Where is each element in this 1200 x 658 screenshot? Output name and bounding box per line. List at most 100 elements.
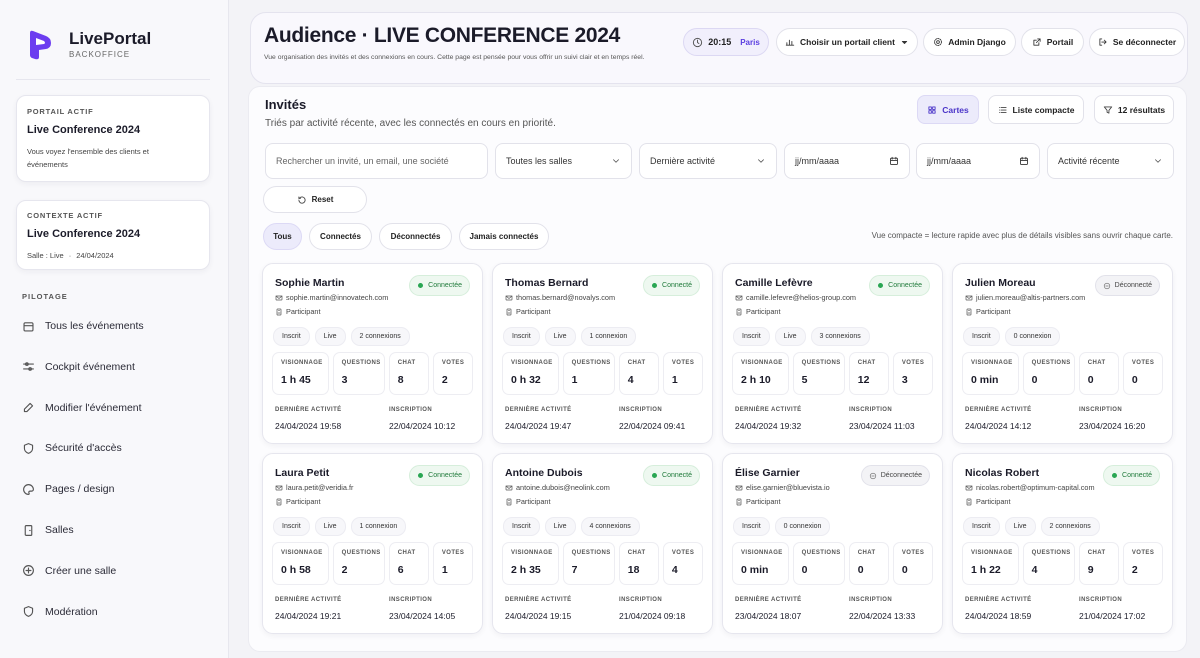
icon-shape bbox=[758, 159, 764, 163]
header-button[interactable]: Choisir un portail client bbox=[776, 28, 918, 56]
tag: Inscrit bbox=[273, 327, 310, 346]
guest-role: Participant bbox=[516, 497, 551, 506]
icon-shape bbox=[735, 485, 743, 490]
chevron-icon bbox=[756, 156, 766, 166]
guest-card[interactable]: Camille Lefèvre Connectée camille.lefevre@… bbox=[722, 263, 943, 444]
guest-card[interactable]: Élise Garnier Déconnectée elise.garnier@bl… bbox=[722, 453, 943, 634]
context-card: CONTEXTE ACTIF Live Conference 2024 Salle … bbox=[16, 200, 210, 270]
guest-card[interactable]: Nicolas Robert Connecté nicolas.robert@opt… bbox=[952, 453, 1173, 634]
icon-shape bbox=[23, 362, 34, 372]
calendar-icon bbox=[889, 156, 899, 166]
date-label: INSCRIPTION bbox=[1079, 407, 1123, 413]
nav-label: Cockpit événement bbox=[45, 360, 135, 373]
status-text: Connecté bbox=[1122, 472, 1152, 479]
date-label: DERNIÈRE ACTIVITÉ bbox=[965, 597, 1032, 603]
stat-label: CHAT bbox=[627, 360, 646, 366]
filter-select[interactable]: Activité récente bbox=[1047, 143, 1174, 179]
nav-label: Créer une salle bbox=[45, 564, 117, 577]
stats-row: VISIONNAGE 0 h 58 QUESTIONS 2 CHAT 6 VOTES 1 bbox=[272, 542, 473, 585]
guest-card[interactable]: Thomas Bernard Connecté thomas.bernard@nov… bbox=[492, 263, 713, 444]
guest-email-row: sophie.martin@innovatech.com bbox=[275, 293, 475, 302]
icon-shape bbox=[1155, 159, 1161, 163]
stats-row: VISIONNAGE 0 min QUESTIONS 0 CHAT 0 VOTES 0 bbox=[732, 542, 933, 585]
nav-item[interactable]: Créer une salle bbox=[16, 560, 216, 582]
guest-card[interactable]: Laura Petit Connectée laura.petit@veridia.… bbox=[262, 453, 483, 634]
nav-item[interactable]: Pages / design bbox=[16, 478, 216, 500]
stat-box: CHAT 18 bbox=[618, 542, 659, 585]
guest-name: Thomas Bernard bbox=[505, 277, 589, 289]
nav-item[interactable]: Cockpit événement bbox=[16, 356, 216, 378]
icon-shape bbox=[507, 499, 511, 503]
nav-item[interactable]: Salles bbox=[16, 519, 216, 541]
mail-icon bbox=[505, 484, 513, 492]
filter-select[interactable]: Toutes les salles bbox=[495, 143, 632, 179]
stat-value: 4 bbox=[1031, 564, 1038, 576]
nav-icon bbox=[22, 442, 35, 455]
stat-box: CHAT 0 bbox=[1078, 352, 1119, 395]
button-label: Portail bbox=[1046, 37, 1074, 47]
stats-row: VISIONNAGE 1 h 45 QUESTIONS 3 CHAT 8 VOTES 2 bbox=[272, 352, 473, 395]
status-badge: Connecté bbox=[643, 275, 700, 296]
filter-select[interactable]: Dernière activité bbox=[639, 143, 777, 179]
guest-role-row: Participant bbox=[505, 497, 550, 506]
view-button[interactable]: 12 résultats bbox=[1094, 95, 1174, 124]
stat-value: 3 bbox=[341, 374, 348, 386]
nav-label: Sécurité d'accès bbox=[45, 442, 122, 455]
page-title: Audience · LIVE CONFERENCE 2024 bbox=[264, 24, 620, 47]
stat-box: QUESTIONS 4 bbox=[1022, 542, 1075, 585]
stat-label: VOTES bbox=[901, 360, 925, 366]
stat-label: VISIONNAGE bbox=[511, 360, 553, 366]
icon-shape bbox=[23, 483, 34, 495]
icon-shape bbox=[276, 308, 282, 315]
nav-icon bbox=[22, 401, 35, 414]
stat-value: 0 bbox=[1087, 374, 1094, 386]
date-value: 22/04/2024 09:41 bbox=[619, 421, 686, 431]
date-label: DERNIÈRE ACTIVITÉ bbox=[275, 407, 342, 413]
nav-icon bbox=[22, 320, 35, 333]
search-input[interactable]: Rechercher un invité, un email, une soci… bbox=[265, 143, 488, 179]
filter-tab[interactable]: Jamais connectés bbox=[459, 223, 549, 250]
guest-role: Participant bbox=[286, 497, 321, 506]
nav-item[interactable]: Modération bbox=[16, 601, 216, 623]
stat-box: VISIONNAGE 2 h 10 bbox=[732, 352, 789, 395]
nav-label: Pages / design bbox=[45, 483, 115, 496]
icon-shape bbox=[275, 295, 283, 300]
guest-email-row: antoine.dubois@neolink.com bbox=[505, 483, 705, 492]
guest-card[interactable]: Sophie Martin Connectée sophie.martin@inno… bbox=[262, 263, 483, 444]
filter-tab[interactable]: Déconnectés bbox=[379, 223, 452, 250]
filter-text: Rechercher un invité, un email, une soci… bbox=[276, 156, 449, 166]
header-button[interactable]: Se déconnecter bbox=[1089, 28, 1185, 56]
button-label: Admin Django bbox=[948, 37, 1006, 47]
nav-item[interactable]: Sécurité d'accès bbox=[16, 437, 216, 459]
guest-email: julien.moreau@altis-partners.com bbox=[976, 293, 1086, 302]
filter-tab[interactable]: Connectés bbox=[309, 223, 372, 250]
header-button[interactable]: Portail bbox=[1021, 28, 1084, 56]
status-text: Déconnecté bbox=[1114, 282, 1152, 289]
mail-icon bbox=[275, 484, 283, 492]
sidebar: LivePortal BACKOFFICE PORTAIL ACTIF Live Co… bbox=[0, 0, 229, 658]
nav-item[interactable]: Tous les événements bbox=[16, 315, 216, 337]
context-label: CONTEXTE ACTIF bbox=[27, 211, 103, 220]
stat-value: 4 bbox=[627, 374, 634, 386]
tag: 2 connexions bbox=[1040, 517, 1100, 536]
stat-box: VISIONNAGE 0 h 58 bbox=[272, 542, 329, 585]
header-button[interactable]: Admin Django bbox=[923, 28, 1016, 56]
badge-icon bbox=[735, 308, 743, 316]
icon-shape bbox=[613, 159, 619, 163]
icon-shape bbox=[1033, 38, 1041, 46]
reset-button[interactable]: Reset bbox=[263, 186, 367, 213]
filter-select[interactable]: jj/mm/aaaa bbox=[784, 143, 910, 179]
nav-item[interactable]: Modifier l'événement bbox=[16, 397, 216, 419]
stat-box: CHAT 9 bbox=[1078, 542, 1119, 585]
stat-label: VOTES bbox=[671, 550, 695, 556]
icon-shape bbox=[1020, 156, 1028, 161]
view-button[interactable]: Liste compacte bbox=[988, 95, 1084, 124]
guest-card[interactable]: Antoine Dubois Connecté antoine.dubois@neo… bbox=[492, 453, 713, 634]
guest-role: Participant bbox=[976, 497, 1011, 506]
guest-card[interactable]: Julien Moreau Déconnecté julien.moreau@alt… bbox=[952, 263, 1173, 444]
filter-tab[interactable]: Tous bbox=[263, 223, 302, 250]
button-icon bbox=[998, 105, 1008, 115]
view-button[interactable]: Cartes bbox=[917, 95, 979, 124]
filter-select[interactable]: jj/mm/aaaa bbox=[916, 143, 1040, 179]
